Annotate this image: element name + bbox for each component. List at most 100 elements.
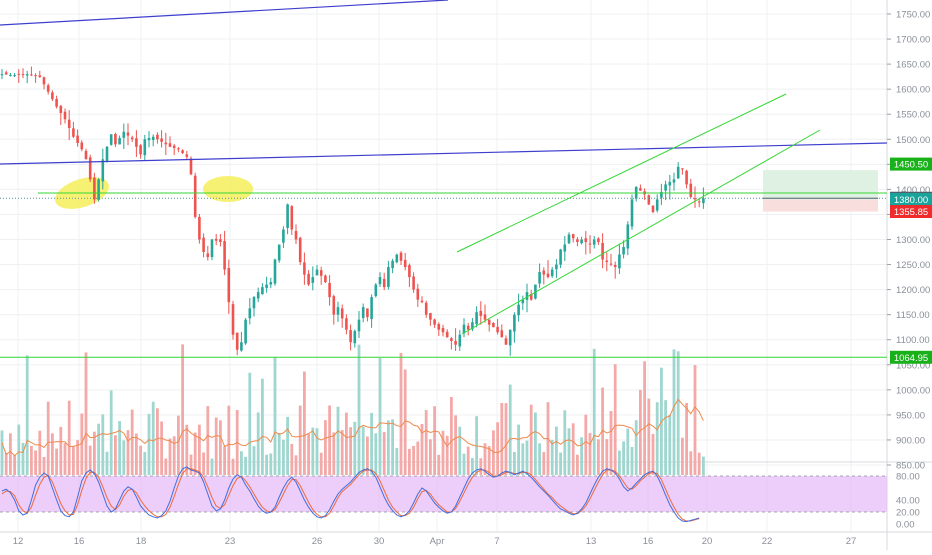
time-tick-label: 12 (13, 536, 24, 547)
volume-bar (282, 439, 285, 476)
candle-body (55, 98, 58, 107)
volume-bar (466, 446, 470, 476)
stochastic-tick-label: 20.00 (896, 508, 920, 519)
candle-body (408, 265, 411, 278)
candle-body (504, 338, 508, 345)
candle-body (185, 154, 189, 157)
time-tick-label: 16 (74, 536, 85, 547)
candle-body (420, 300, 424, 303)
volume-bar (496, 422, 499, 476)
volume-bar (424, 410, 428, 476)
volume-bar (433, 406, 436, 476)
volume-bar (227, 405, 231, 476)
candle-body (315, 269, 319, 276)
volume-bar (458, 426, 462, 476)
candle-body (630, 199, 634, 227)
volume-bar (248, 372, 252, 476)
candle-body (496, 326, 499, 333)
candle-body (219, 239, 222, 243)
volume-bar (198, 424, 201, 476)
price-label-support: 1064.95 (894, 353, 928, 364)
candle-body (319, 270, 323, 276)
candle-body (80, 142, 84, 150)
candle-body (231, 304, 235, 335)
volume-bar (72, 446, 75, 476)
volume-bar (412, 445, 415, 476)
volume-bar (563, 410, 567, 476)
candle-body (471, 322, 474, 330)
candle-body (340, 308, 344, 319)
volume-bar (542, 452, 546, 476)
volume-bar (382, 431, 386, 476)
volume-bar (672, 349, 676, 476)
candle-body (601, 242, 604, 260)
volume-bar (571, 423, 575, 476)
candle-body (261, 287, 264, 295)
price-tick-label: 1750.00 (896, 10, 930, 21)
volume-bar (395, 447, 399, 476)
candle-body (458, 334, 462, 347)
volume-bar (639, 389, 642, 476)
volume-bar (613, 364, 617, 476)
candle-body (248, 308, 252, 319)
volume-bar (454, 415, 457, 476)
candle-body (475, 312, 478, 325)
candle-body (46, 85, 50, 92)
candle-body (655, 199, 659, 211)
candle-body (605, 260, 609, 263)
candle-body (21, 74, 25, 76)
volume-bar (487, 446, 491, 476)
volume-bar (416, 441, 420, 476)
volume-bar (42, 456, 46, 476)
candle-body (168, 143, 172, 147)
candle-body (63, 111, 67, 120)
volume-bar (630, 447, 634, 476)
candle-body (97, 179, 100, 200)
candle-body (622, 247, 625, 255)
volume-bar (319, 452, 323, 476)
volume-bar (185, 424, 189, 476)
candle-body (555, 264, 558, 270)
volume-bar (340, 430, 344, 476)
volume-bar (697, 452, 701, 476)
candle-body (618, 254, 621, 269)
volume-bar (277, 432, 281, 476)
time-tick-label: 16 (643, 536, 654, 547)
volume-bar (109, 390, 113, 476)
volume-bar (408, 448, 411, 476)
candle-body (580, 239, 583, 244)
candle-body (424, 302, 428, 315)
candle-body (13, 75, 16, 77)
volume-bar (0, 430, 4, 476)
price-tick-label: 1050.00 (896, 360, 930, 371)
volume-bar (265, 454, 268, 476)
volume-bar (345, 412, 348, 476)
candle-body (450, 338, 453, 341)
volume-bar (34, 450, 37, 476)
candle-body (67, 119, 71, 129)
volume-bar (80, 413, 84, 476)
candle-body (282, 229, 285, 243)
candle-body (395, 254, 399, 263)
candle-body (681, 168, 684, 170)
candle-body (227, 268, 231, 303)
volume-bar (67, 400, 71, 476)
position-profit-zone (763, 170, 878, 200)
volume-bar (328, 405, 331, 476)
candle-body (336, 307, 340, 315)
volume-bar (517, 424, 520, 476)
candlestick-series (0, 66, 705, 356)
candle-body (366, 308, 369, 318)
candle-body (189, 158, 193, 175)
volume-bar (349, 427, 352, 476)
time-tick-label: 22 (762, 536, 773, 547)
volume-bar (97, 423, 100, 476)
candle-body (676, 166, 680, 179)
volume-bar (676, 351, 680, 476)
volume-bar (273, 357, 277, 476)
volume-bar (4, 453, 8, 476)
candle-body (639, 188, 642, 191)
volume-bar (702, 456, 705, 476)
